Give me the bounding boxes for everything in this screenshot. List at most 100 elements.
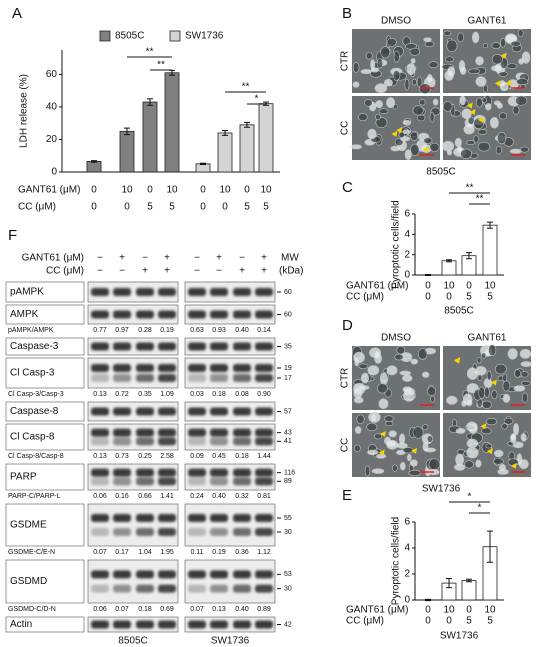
blot-label: Actin [10,619,32,630]
band [210,374,228,382]
cell [402,386,412,393]
cell [466,367,479,380]
ratio-value: 0.90 [257,391,271,398]
blot-bg [87,357,179,389]
cell [370,67,379,73]
band [188,620,206,629]
band [210,468,228,477]
bar [195,163,211,173]
arrow [477,116,484,123]
cell [356,414,365,424]
mw-value: 41 [284,438,292,445]
cell [417,348,428,360]
band [255,477,273,486]
band [136,468,154,477]
cell [492,458,504,465]
band [91,620,109,629]
blot-bg [184,337,276,356]
blot-bg [184,503,276,547]
band [255,374,273,382]
cell [454,137,462,148]
column-label: GANT61 [468,16,507,27]
x-axis-label: SW1736 [440,631,479,642]
band [113,468,131,477]
band [233,584,251,593]
band [158,428,176,437]
band [255,428,273,437]
cell-line-label: SW1736 [211,636,250,647]
treatment-sign: + [216,253,222,264]
cell [385,420,394,427]
cell [495,145,502,155]
band [233,288,251,296]
band [255,437,273,446]
treatment-label: GANT61 (μM) [346,281,408,292]
band [233,310,251,319]
arrow [500,52,507,59]
treatment-value: 10 [260,185,272,196]
cell [426,435,434,443]
band [136,570,154,579]
y-tick-label: 2 [404,569,410,580]
cell [378,108,389,115]
cell [447,66,456,78]
treatment-sign: + [142,266,148,277]
label-box [5,281,85,303]
cell [428,458,441,471]
micrograph [442,95,531,160]
ratio-value: 0.69 [160,606,174,613]
treatment-sign: − [97,266,103,277]
cell [491,389,498,400]
cell [432,98,439,106]
cell [358,363,369,369]
cell [475,56,484,66]
mw-unit: (kDa) [279,266,303,277]
band [158,407,176,416]
error-bar [124,127,130,136]
arrow [466,102,473,109]
cell [378,398,389,410]
ratio-value: 0.73 [115,453,129,460]
treatment-label: GANT61 (μM) [346,605,408,616]
blot-bg [184,423,276,451]
band [158,528,176,536]
micrograph [441,29,531,93]
y-tick-label: 6 [404,517,410,528]
band [188,584,206,593]
band [136,584,154,593]
cell [443,101,453,112]
cell [517,29,524,37]
ratio-value: 0.14 [257,327,271,334]
ratio-value: 0.06 [93,606,107,613]
cell [468,68,480,75]
cell [488,344,497,357]
band [255,342,273,351]
arrow [396,127,403,134]
ratio-value: 0.63 [190,327,204,334]
cell [489,116,499,129]
cell [411,78,417,86]
cell [442,140,455,152]
sig-label: ** [476,194,484,205]
micrograph [443,413,531,477]
band [91,437,109,446]
cell [475,97,483,108]
ratio-value: 0.89 [257,606,271,613]
cell [410,131,419,141]
cell [454,463,466,471]
cell [471,31,480,44]
row-label: CC [340,438,351,452]
cell [353,396,364,404]
cell [460,148,473,159]
treatment-label: CC (μM) [346,616,384,627]
sig-label: * [468,492,472,503]
cell [476,356,482,364]
cell-line-label: SW1736 [422,484,461,495]
label-box [5,337,85,356]
band [113,342,131,351]
cell [514,369,521,378]
error-bar [91,160,97,163]
cell [520,371,529,378]
blot-bg [87,463,179,491]
band [91,364,109,372]
